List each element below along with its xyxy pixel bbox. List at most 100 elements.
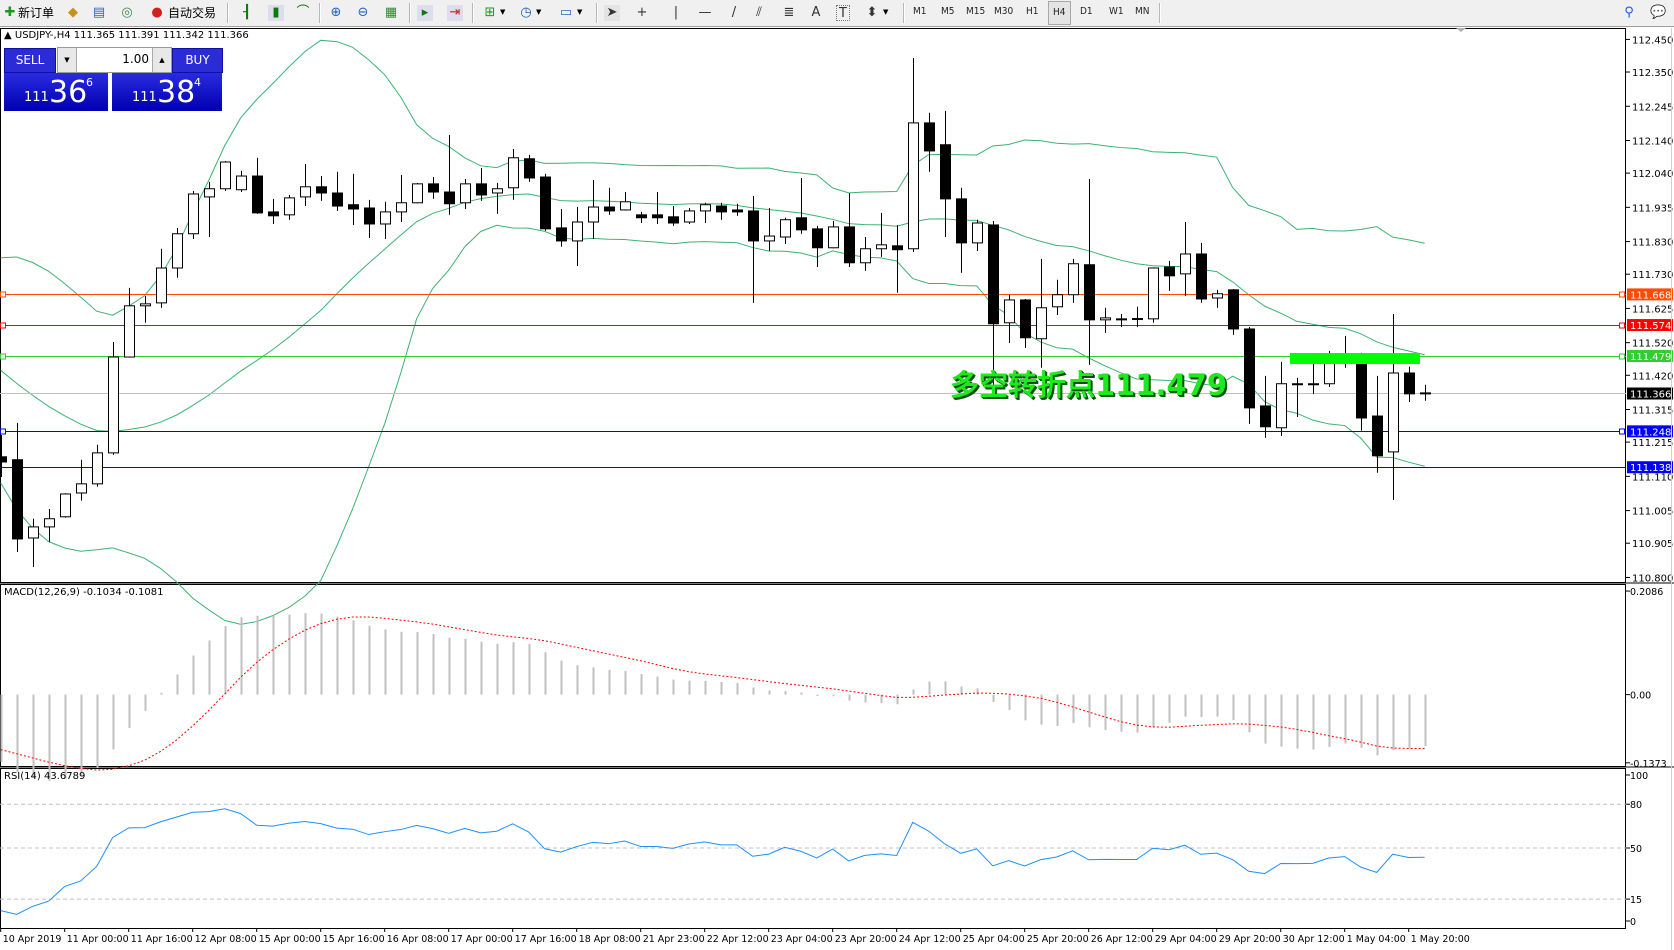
timeframe-m5[interactable]: M5 (941, 6, 955, 17)
bar-chart-icon[interactable]: ┨ (243, 5, 251, 20)
search-icon[interactable]: ⚲ (1624, 5, 1634, 20)
price-tag (1627, 350, 1673, 363)
new-order-icon[interactable]: ✚ (4, 5, 16, 20)
bullish-candle (60, 493, 71, 518)
bullish-candle (28, 526, 39, 539)
time-axis-label: 23 Apr 04:00 (771, 934, 833, 945)
bearish-candle (668, 216, 679, 224)
rsi-axis-label: 15 (1630, 895, 1642, 906)
lot-increase-button[interactable]: ▲ (152, 48, 171, 72)
tile-windows-icon[interactable]: ▦ (384, 5, 398, 20)
indicators-icon[interactable]: ⊞ (484, 5, 496, 20)
candlestick-chart-icon[interactable]: ▮ (268, 5, 284, 21)
bullish-candle (764, 235, 775, 242)
periods-clock-icon[interactable]: ◷ (520, 5, 532, 20)
bullish-candle (1036, 307, 1047, 340)
text-tool-button[interactable]: A (811, 5, 821, 20)
line-handle[interactable] (1619, 353, 1625, 360)
lot-decrease-button[interactable]: ▼ (58, 48, 77, 72)
bullish-candle (492, 188, 503, 194)
time-axis-label: 25 Apr 20:00 (1027, 934, 1089, 945)
chart-shift-icon[interactable]: ⇥ (447, 5, 463, 21)
templates-icon[interactable]: ▭ (559, 5, 573, 20)
time-axis-label: 29 Apr 20:00 (1219, 934, 1281, 945)
buy-price-box[interactable]: 111 38 4 (112, 73, 222, 111)
timeframe-m15[interactable]: M15 (966, 6, 986, 17)
bullish-candle (700, 204, 711, 212)
new-order-button[interactable]: 新订单 (18, 6, 55, 20)
bearish-candle (844, 226, 855, 264)
bearish-candle (540, 176, 551, 230)
chevron-down-icon[interactable]: ▼ (577, 8, 583, 16)
time-axis-label: 24 Apr 12:00 (899, 934, 961, 945)
bearish-candle (556, 227, 567, 242)
bullish-candle (396, 202, 407, 213)
bullish-candle (236, 175, 247, 191)
line-handle[interactable] (1619, 322, 1625, 329)
timeframe-w1[interactable]: W1 (1109, 6, 1124, 17)
timeframe-m30[interactable]: M30 (994, 6, 1014, 17)
pivot-highlight-bar[interactable] (1290, 353, 1420, 365)
sell-button[interactable]: SELL (4, 48, 56, 73)
chevron-down-icon[interactable]: ▼ (536, 8, 542, 16)
chevron-down-icon[interactable]: ▼ (500, 8, 506, 16)
chart-shift-marker[interactable] (1456, 28, 1466, 32)
pivot-annotation-text[interactable]: 多空转折点111.479 (950, 368, 1228, 402)
timeframe-d1[interactable]: D1 (1080, 6, 1093, 17)
time-axis-label: 17 Apr 16:00 (515, 934, 577, 945)
fibonacci-icon[interactable]: ≣ (783, 5, 795, 20)
horizontal-line-icon[interactable]: — (698, 5, 712, 20)
lot-size-stepper[interactable]: ▼ 1.00 ▲ (57, 47, 172, 73)
cursor-icon[interactable]: ➤ (604, 5, 620, 21)
line-chart-icon[interactable]: ⌒ (296, 5, 310, 20)
autoscroll-icon[interactable]: ▸ (417, 5, 433, 21)
toolbar-separator (903, 3, 905, 23)
auto-trading-button[interactable]: 自动交易 (168, 6, 217, 20)
arrows-icon[interactable]: ⬍ (866, 5, 878, 20)
line-handle[interactable] (0, 291, 6, 298)
time-axis-label: 11 Apr 00:00 (67, 934, 129, 945)
buy-button[interactable]: BUY (172, 48, 223, 73)
timeframe-h4[interactable]: H4 (1048, 1, 1071, 25)
price-axis-label: 110.905 (1632, 539, 1673, 550)
zoom-out-icon[interactable]: ⊖ (357, 5, 369, 20)
timeframe-m1[interactable]: M1 (913, 6, 927, 17)
time-axis-label: 30 Apr 12:00 (1283, 934, 1345, 945)
trendline-icon[interactable]: / (731, 5, 737, 20)
price-tag (1627, 425, 1673, 438)
bearish-candle (1084, 264, 1095, 321)
price-axis-label: 112.040 (1632, 169, 1673, 180)
timeframe-h1[interactable]: H1 (1026, 6, 1039, 17)
signals-icon[interactable]: ◎ (121, 5, 133, 20)
line-handle[interactable] (1619, 428, 1625, 435)
line-handle[interactable] (0, 353, 6, 360)
bullish-candle (828, 226, 839, 249)
bid-price-tag (1627, 387, 1673, 400)
line-handle[interactable] (0, 428, 6, 435)
sell-price-box[interactable]: 111 36 6 (4, 73, 108, 111)
bullish-candle (588, 206, 599, 223)
price-tag-label: 111.248 (1630, 427, 1671, 438)
chevron-down-icon[interactable]: ▼ (883, 8, 889, 16)
price-axis-label: 111.315 (1632, 406, 1673, 417)
crosshair-icon[interactable]: + (636, 5, 648, 20)
line-handle[interactable] (0, 322, 6, 329)
timeframe-mn[interactable]: MN (1135, 6, 1150, 17)
line-handle[interactable] (1619, 291, 1625, 298)
toolbar-separator (409, 3, 411, 23)
bearish-candle (940, 144, 951, 200)
vertical-line-icon[interactable]: | (673, 5, 679, 20)
equidistant-channel-icon[interactable]: ⫽ (756, 5, 762, 20)
history-center-icon[interactable]: ▤ (92, 5, 106, 20)
zoom-in-icon[interactable]: ⊕ (330, 5, 342, 20)
chat-icon[interactable]: 💬 (1650, 5, 1667, 20)
lot-size-input[interactable]: 1.00 (122, 52, 149, 66)
sell-price-pips: 36 (49, 75, 88, 110)
expert-advisors-icon[interactable]: ◆ (68, 5, 78, 20)
bearish-candle (1356, 362, 1367, 419)
auto-trading-icon[interactable]: ● (151, 5, 163, 20)
bullish-candle (172, 233, 183, 269)
text-label-tool-button[interactable]: T (836, 5, 850, 21)
price-axis-label: 112.350 (1632, 68, 1673, 79)
